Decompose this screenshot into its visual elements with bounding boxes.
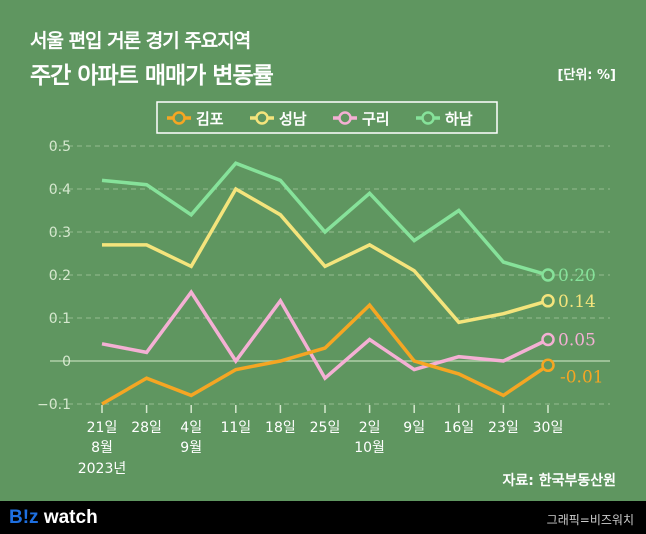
end-value-label: -0.01 bbox=[560, 367, 604, 387]
y-tick-label: 0.4 bbox=[49, 182, 71, 198]
x-tick-label: 25일 bbox=[310, 420, 341, 436]
line-chart: 0.5 0.4 0.3 0.2 0.1 0 −0.1 21일 8월 2023년 28일 4일 9월 11일… bbox=[37, 101, 610, 477]
x-tick-label: 18일 bbox=[265, 420, 296, 436]
legend-swatch-marker bbox=[172, 111, 186, 125]
y-tick-label: 0.5 bbox=[49, 139, 71, 155]
legend-label: 김포 bbox=[196, 110, 224, 128]
legend-label: 성남 bbox=[279, 110, 307, 128]
footer-bar: B!z watch 그래픽=비즈워치 bbox=[0, 501, 646, 534]
bizwatch-logo: B!z watch bbox=[9, 507, 98, 528]
series-line-김포 bbox=[101, 302, 549, 406]
end-value-label: 0.20 bbox=[558, 266, 596, 286]
x-tick-label: 21일 bbox=[87, 420, 118, 436]
unit-label: [단위: %] bbox=[557, 68, 616, 83]
y-tick-label: −0.1 bbox=[37, 397, 71, 413]
x-month-label: 10월 bbox=[354, 440, 385, 456]
x-tick-label: 4일 bbox=[180, 420, 202, 436]
x-tick-label: 2일 bbox=[359, 420, 381, 436]
end-value-label: 0.05 bbox=[558, 331, 596, 351]
x-tick-label: 28일 bbox=[131, 420, 162, 436]
end-point-marker bbox=[541, 294, 555, 308]
end-point-marker bbox=[541, 332, 555, 347]
end-value-label: 0.14 bbox=[558, 292, 596, 312]
end-point-marker bbox=[541, 358, 555, 373]
y-tick-label: 0 bbox=[62, 354, 71, 370]
x-month-label: 9월 bbox=[180, 440, 202, 456]
x-tick-label: 9일 bbox=[403, 420, 425, 436]
legend-label: 구리 bbox=[362, 110, 390, 128]
end-point-marker bbox=[541, 268, 555, 282]
chart-title-line2: 주간 아파트 매매가 변동률 bbox=[30, 63, 274, 89]
legend-swatch-marker bbox=[255, 111, 269, 125]
legend-swatch-marker bbox=[421, 111, 435, 125]
legend-swatch-marker bbox=[338, 111, 352, 125]
source-label: 자료: 한국부동산원 bbox=[502, 473, 616, 489]
y-tick-label: 0.1 bbox=[49, 311, 71, 327]
series-line-하남 bbox=[101, 161, 549, 277]
legend-box bbox=[156, 101, 498, 134]
series-line-성남 bbox=[102, 186, 549, 325]
x-tick-label: 23일 bbox=[488, 420, 519, 436]
x-month-label: 2023년 bbox=[78, 461, 127, 477]
x-tick-label: 11일 bbox=[220, 420, 251, 436]
x-month-label: 8월 bbox=[91, 440, 113, 456]
chart-title-line1: 서울 편입 거론 경기 주요지역 bbox=[30, 30, 251, 52]
series-line-구리 bbox=[101, 289, 549, 381]
y-tick-label: 0.2 bbox=[49, 268, 71, 284]
x-tick-label: 30일 bbox=[533, 420, 564, 436]
graphic-credit: 그래픽=비즈워치 bbox=[546, 513, 634, 527]
y-tick-label: 0.3 bbox=[49, 225, 71, 241]
x-tick-label: 16일 bbox=[443, 420, 474, 436]
legend-label: 하남 bbox=[445, 110, 473, 128]
